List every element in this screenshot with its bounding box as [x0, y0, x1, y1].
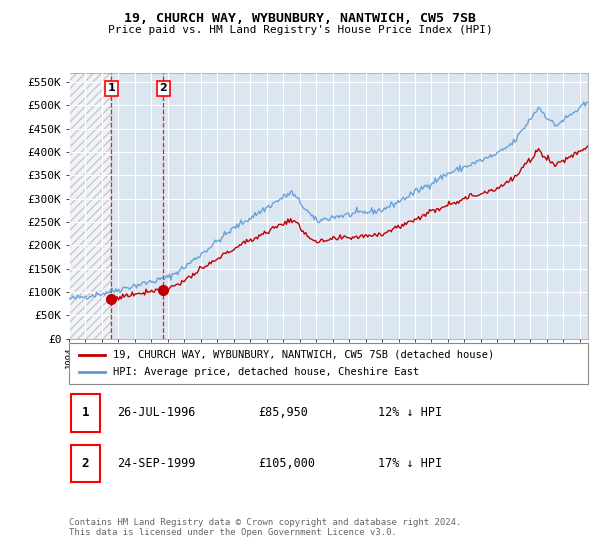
Text: 2: 2 [82, 457, 89, 470]
Text: 26-JUL-1996: 26-JUL-1996 [117, 407, 196, 419]
Text: 12% ↓ HPI: 12% ↓ HPI [378, 407, 442, 419]
Text: £105,000: £105,000 [258, 457, 315, 470]
Text: 17% ↓ HPI: 17% ↓ HPI [378, 457, 442, 470]
Text: Price paid vs. HM Land Registry's House Price Index (HPI): Price paid vs. HM Land Registry's House … [107, 25, 493, 35]
Text: 1: 1 [107, 83, 115, 94]
Text: £85,950: £85,950 [258, 407, 308, 419]
Bar [112, 73, 163, 339]
Text: 1: 1 [82, 407, 89, 419]
Text: Contains HM Land Registry data © Crown copyright and database right 2024.
This d: Contains HM Land Registry data © Crown c… [69, 518, 461, 538]
Text: 19, CHURCH WAY, WYBUNBURY, NANTWICH, CW5 7SB: 19, CHURCH WAY, WYBUNBURY, NANTWICH, CW5… [124, 12, 476, 25]
Text: 24-SEP-1999: 24-SEP-1999 [117, 457, 196, 470]
Text: 2: 2 [160, 83, 167, 94]
Text: HPI: Average price, detached house, Cheshire East: HPI: Average price, detached house, Ches… [113, 367, 419, 377]
Text: 19, CHURCH WAY, WYBUNBURY, NANTWICH, CW5 7SB (detached house): 19, CHURCH WAY, WYBUNBURY, NANTWICH, CW5… [113, 349, 494, 360]
Bar [69, 73, 112, 339]
